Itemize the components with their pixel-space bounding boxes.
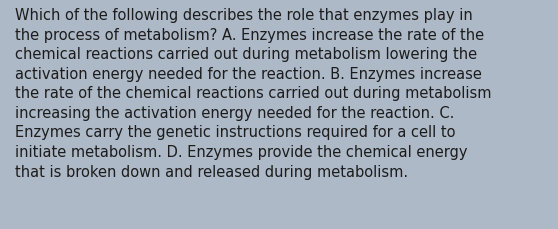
Text: Which of the following describes the role that enzymes play in
the process of me: Which of the following describes the rol… bbox=[15, 8, 492, 179]
